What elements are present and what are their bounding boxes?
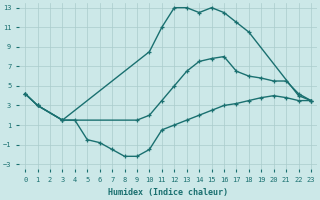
X-axis label: Humidex (Indice chaleur): Humidex (Indice chaleur): [108, 188, 228, 197]
